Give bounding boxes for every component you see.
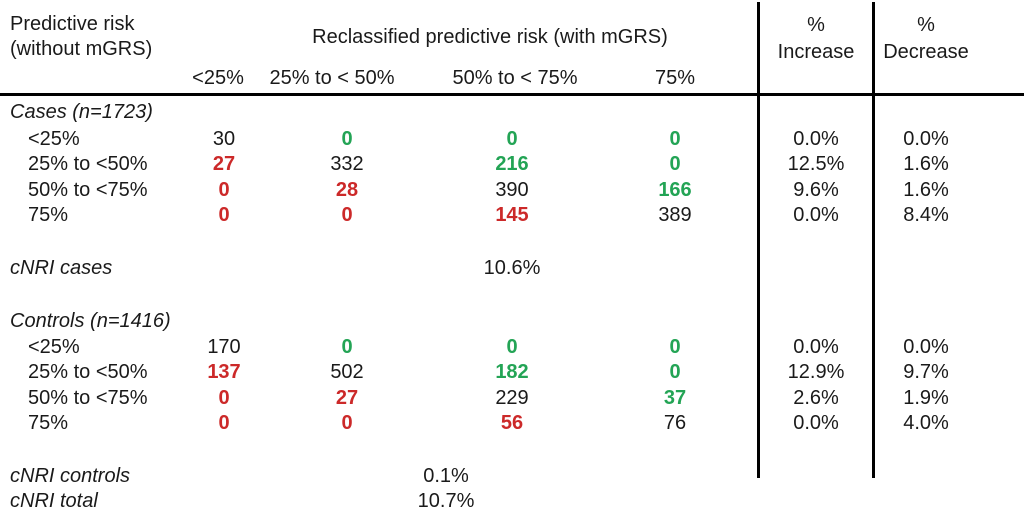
table-row: 50% to <75% 0 27 229 37 2.6% 1.9% xyxy=(0,386,1024,411)
cases-section-title: Cases (n=1723) xyxy=(10,101,153,123)
table-row: <25% 30 0 0 0 0.0% 0.0% xyxy=(0,127,1024,152)
row-label: 75% xyxy=(28,412,69,434)
matrix-cell: 27 xyxy=(335,387,359,409)
matrix-cell: 0 xyxy=(341,412,353,434)
matrix-cell: 390 xyxy=(495,179,529,201)
cnri-controls-row: cNRI controls 0.1% xyxy=(0,464,1024,489)
cnri-cases-row: cNRI cases 10.6% xyxy=(0,256,1024,281)
pct-increase-value: 2.6% xyxy=(793,387,839,409)
matrix-cell: 0 xyxy=(341,128,353,150)
row-label: 50% to <75% xyxy=(28,387,148,409)
col-header-lt25: <25% xyxy=(192,67,244,89)
matrix-cell: 27 xyxy=(212,153,236,175)
table-row: 25% to <50% 137 502 182 0 12.9% 9.7% xyxy=(0,360,1024,385)
decrease-column-divider xyxy=(872,2,875,478)
pct-decrease-header: % Decrease xyxy=(876,12,976,66)
pct-decrease-value: 0.0% xyxy=(903,336,949,358)
pct-decrease-value: 1.9% xyxy=(903,387,949,409)
header-rule xyxy=(0,93,1024,96)
pct-decrease-value: 1.6% xyxy=(903,153,949,175)
matrix-cell: 0 xyxy=(341,204,353,226)
matrix-cell: 28 xyxy=(335,179,359,201)
matrix-cell: 0 xyxy=(218,412,230,434)
pct-increase-header-line1: % xyxy=(807,14,825,36)
table-row: 25% to <50% 27 332 216 0 12.5% 1.6% xyxy=(0,152,1024,177)
matrix-cell: 137 xyxy=(207,361,241,383)
sub-header-row: <25% 25% to < 50% 50% to < 75% 75% xyxy=(0,66,1024,91)
col-header-25to50: 25% to < 50% xyxy=(269,67,395,89)
pct-decrease-header-line1: % xyxy=(917,14,935,36)
matrix-cell: 76 xyxy=(663,412,687,434)
pct-increase-value: 0.0% xyxy=(793,336,839,358)
matrix-cell: 0 xyxy=(341,336,353,358)
row-label: 50% to <75% xyxy=(28,179,148,201)
pct-increase-value: 12.9% xyxy=(787,361,845,383)
matrix-cell: 0 xyxy=(669,128,681,150)
matrix-cell: 502 xyxy=(330,361,364,383)
matrix-cell: 182 xyxy=(495,361,529,383)
row-axis-title-line2: (without mGRS) xyxy=(10,38,153,60)
row-label: 75% xyxy=(28,204,69,226)
matrix-cell: 332 xyxy=(330,153,364,175)
table-row: 75% 0 0 56 76 0.0% 4.0% xyxy=(0,411,1024,436)
table-row: <25% 170 0 0 0 0.0% 0.0% xyxy=(0,335,1024,360)
matrix-cell: 0 xyxy=(669,361,681,383)
pct-increase-value: 0.0% xyxy=(793,204,839,226)
matrix-cell: 37 xyxy=(663,387,687,409)
cnri-controls-label: cNRI controls xyxy=(10,465,131,487)
pct-increase-value: 12.5% xyxy=(787,153,845,175)
matrix-cell: 216 xyxy=(495,153,529,175)
matrix-cell: 145 xyxy=(495,204,529,226)
row-label: 25% to <50% xyxy=(28,153,148,175)
col-header-50to75: 50% to < 75% xyxy=(452,67,578,89)
column-axis-title: Reclassified predictive risk (with mGRS) xyxy=(312,26,668,48)
pct-decrease-header-line2: Decrease xyxy=(883,41,969,63)
pct-increase-header-line2: Increase xyxy=(777,41,855,63)
cnri-controls-value: 0.1% xyxy=(423,465,469,487)
increase-column-divider xyxy=(757,2,760,478)
table-row: 75% 0 0 145 389 0.0% 8.4% xyxy=(0,203,1024,228)
cnri-cases-label: cNRI cases xyxy=(10,257,113,279)
matrix-cell: 166 xyxy=(658,179,692,201)
pct-decrease-value: 9.7% xyxy=(903,361,949,383)
pct-increase-value: 9.6% xyxy=(793,179,839,201)
cnri-total-value: 10.7% xyxy=(417,490,475,512)
pct-increase-header: % Increase xyxy=(761,12,871,66)
table-row: 50% to <75% 0 28 390 166 9.6% 1.6% xyxy=(0,178,1024,203)
matrix-cell: 0 xyxy=(506,128,518,150)
matrix-cell: 170 xyxy=(207,336,241,358)
pct-decrease-value: 0.0% xyxy=(903,128,949,150)
matrix-cell: 0 xyxy=(218,204,230,226)
controls-section-title: Controls (n=1416) xyxy=(10,310,171,332)
matrix-cell: 0 xyxy=(218,179,230,201)
matrix-cell: 0 xyxy=(218,387,230,409)
cnri-cases-value: 10.6% xyxy=(483,257,541,279)
matrix-cell: 30 xyxy=(212,128,236,150)
matrix-cell: 389 xyxy=(658,204,692,226)
row-axis-title: Predictive risk (without mGRS) xyxy=(10,12,152,62)
cnri-total-label: cNRI total xyxy=(10,490,98,512)
row-axis-title-line1: Predictive risk xyxy=(10,13,135,35)
col-header-75: 75% xyxy=(654,67,696,89)
pct-decrease-value: 8.4% xyxy=(903,204,949,226)
matrix-cell: 56 xyxy=(500,412,524,434)
pct-decrease-value: 1.6% xyxy=(903,179,949,201)
cnri-total-row: cNRI total 10.7% xyxy=(0,489,1024,513)
matrix-cell: 0 xyxy=(669,153,681,175)
pct-decrease-value: 4.0% xyxy=(903,412,949,434)
row-label: <25% xyxy=(28,128,80,150)
matrix-cell: 0 xyxy=(669,336,681,358)
matrix-cell: 229 xyxy=(495,387,529,409)
row-label: 25% to <50% xyxy=(28,361,148,383)
pct-increase-value: 0.0% xyxy=(793,412,839,434)
row-label: <25% xyxy=(28,336,80,358)
pct-increase-value: 0.0% xyxy=(793,128,839,150)
matrix-cell: 0 xyxy=(506,336,518,358)
